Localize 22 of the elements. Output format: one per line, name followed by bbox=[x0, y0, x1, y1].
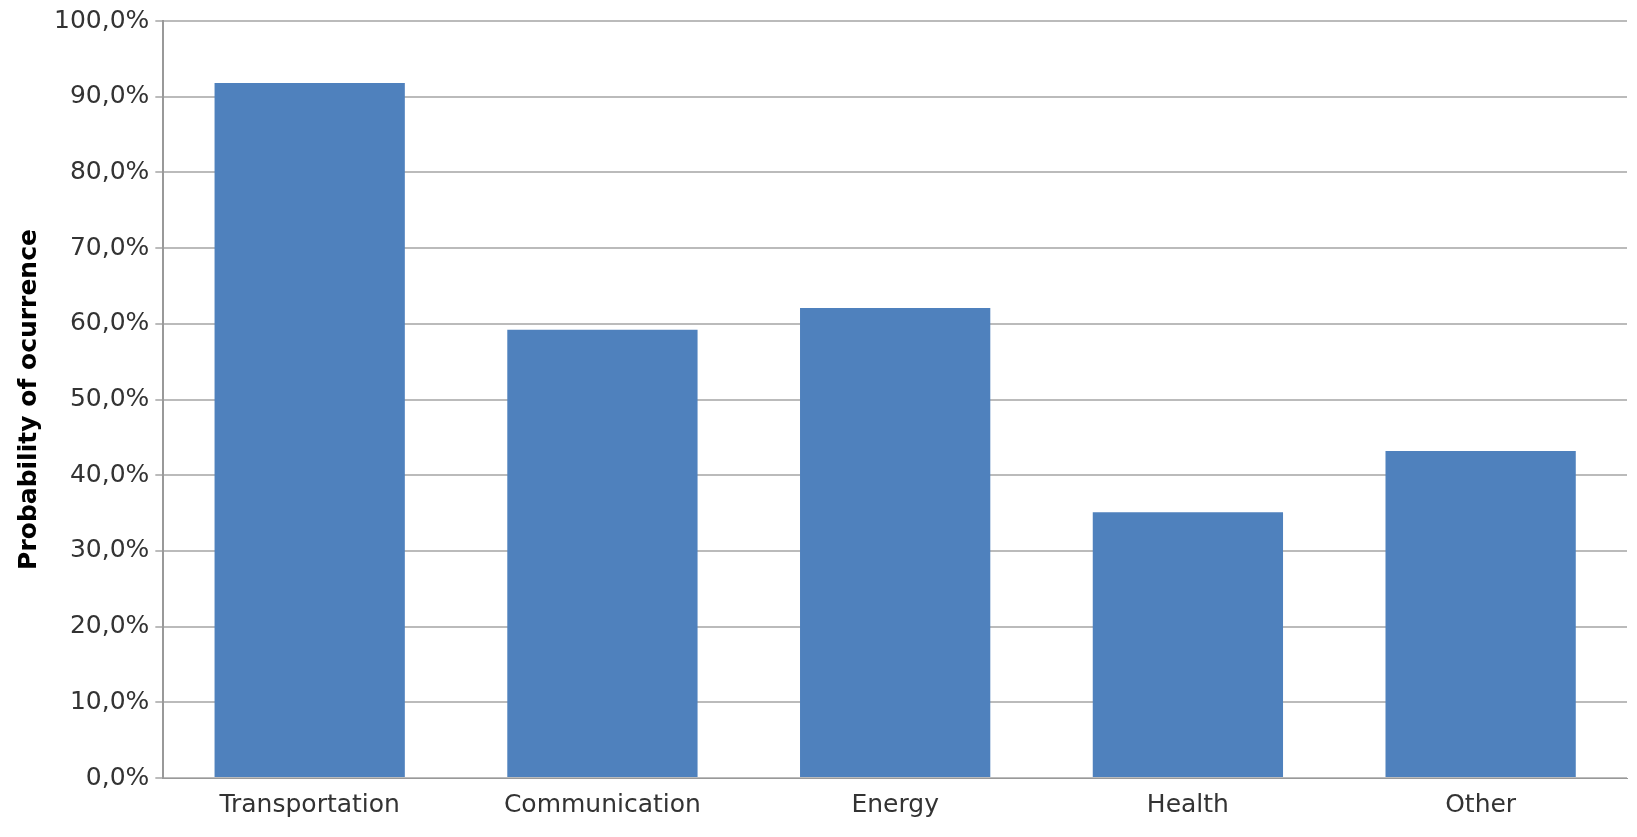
bar bbox=[214, 83, 405, 777]
y-axis-title: Probability of ocurrence bbox=[12, 229, 42, 570]
bar bbox=[1385, 450, 1576, 777]
x-tick-label: Energy bbox=[851, 788, 940, 818]
y-tick-label: 100,0% bbox=[54, 4, 150, 34]
y-tick-label: 20,0% bbox=[69, 610, 150, 640]
y-tick-label: 40,0% bbox=[69, 458, 150, 488]
y-tick-label: 70,0% bbox=[69, 231, 150, 261]
x-tick-label: Communication bbox=[503, 788, 701, 818]
x-tick-label: Health bbox=[1146, 788, 1229, 818]
bar bbox=[1092, 512, 1284, 777]
bar bbox=[507, 329, 698, 777]
y-tick-label: 10,0% bbox=[69, 685, 150, 715]
x-tick-label: Other bbox=[1445, 788, 1517, 818]
y-tick-label: 90,0% bbox=[69, 80, 150, 110]
y-tick-label: 80,0% bbox=[69, 155, 150, 185]
x-tick-label: Transportation bbox=[218, 788, 400, 818]
y-tick-label: 30,0% bbox=[69, 534, 150, 564]
y-tick-label: 60,0% bbox=[69, 307, 150, 337]
bar bbox=[800, 307, 991, 777]
y-tick-label: 0,0% bbox=[85, 761, 150, 791]
y-tick-label: 50,0% bbox=[69, 383, 150, 412]
